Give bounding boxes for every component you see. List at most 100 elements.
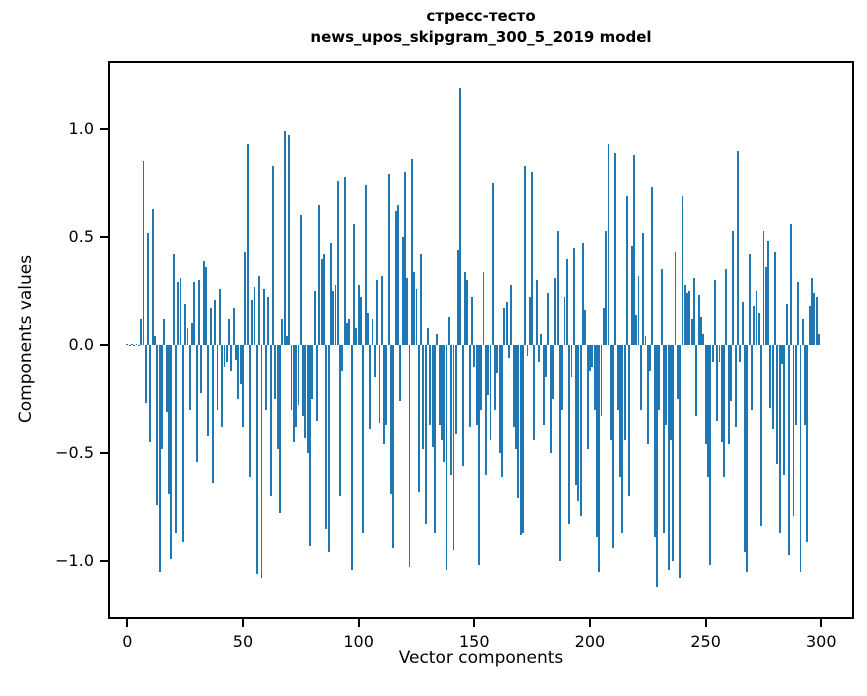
bar <box>799 345 802 572</box>
bar <box>711 345 714 363</box>
bar <box>600 345 603 417</box>
bar <box>207 345 210 436</box>
x-tick-label: 200 <box>574 632 606 651</box>
bar <box>700 316 702 345</box>
bar <box>295 345 298 428</box>
bar <box>706 345 709 477</box>
bar <box>235 345 237 361</box>
bar <box>642 232 645 345</box>
bar <box>609 345 612 441</box>
bar <box>290 345 293 410</box>
bar <box>510 284 513 345</box>
bar <box>547 293 550 345</box>
bar <box>466 280 469 345</box>
bar <box>140 319 143 345</box>
bar <box>427 327 429 345</box>
bar <box>637 275 640 345</box>
bar <box>498 345 501 453</box>
bar <box>387 174 390 345</box>
bar <box>454 345 457 434</box>
bar <box>626 195 628 345</box>
bar <box>774 252 776 345</box>
bar <box>390 345 392 495</box>
x-tick-mark <box>241 619 244 627</box>
bar <box>540 334 543 345</box>
bar <box>380 275 383 345</box>
bar <box>230 345 233 371</box>
bar <box>216 345 219 410</box>
bar <box>669 345 672 441</box>
bar <box>725 269 728 345</box>
bar <box>413 271 416 345</box>
x-axis-label: Vector components <box>398 648 564 668</box>
bar <box>181 345 184 542</box>
bar <box>244 252 247 345</box>
bar <box>614 152 617 345</box>
bar <box>438 345 441 425</box>
bar <box>612 345 615 549</box>
bar <box>253 286 256 345</box>
bar <box>443 345 446 462</box>
y-tick-label: −0.5 <box>55 443 94 462</box>
bar <box>672 345 675 561</box>
bar <box>496 345 499 374</box>
bar <box>579 345 582 516</box>
bar <box>538 345 540 363</box>
bar <box>341 345 344 371</box>
bar <box>376 280 379 345</box>
bar <box>811 278 813 345</box>
bar <box>440 345 443 441</box>
bar <box>656 345 658 587</box>
x-tick-label: 300 <box>806 632 837 651</box>
bar <box>385 345 388 425</box>
bar <box>269 345 272 497</box>
bar <box>727 345 730 445</box>
bar <box>769 345 772 408</box>
bar <box>353 224 355 345</box>
bar <box>258 275 261 345</box>
bar <box>790 224 793 345</box>
bar <box>357 284 360 345</box>
bar <box>195 345 198 462</box>
bar <box>586 345 589 449</box>
bar <box>598 345 601 572</box>
bar <box>464 271 466 345</box>
bar <box>602 308 605 345</box>
bar <box>239 345 242 384</box>
bar <box>716 345 719 421</box>
bar <box>487 345 490 395</box>
bar <box>272 165 274 345</box>
bar <box>179 278 182 345</box>
bar <box>741 301 744 345</box>
bar <box>542 345 545 425</box>
plot-area: 1.0 0.5 0.0 −0.5 −1.0 0 50 100 150 200 250 300 <box>55 61 854 651</box>
y-tick-label: −1.0 <box>55 551 94 570</box>
bar <box>313 291 316 345</box>
bar <box>329 243 332 345</box>
bar <box>762 230 765 345</box>
bar <box>251 299 254 345</box>
bar <box>262 288 265 345</box>
bar <box>526 345 529 356</box>
bar <box>191 323 193 345</box>
bar <box>445 345 448 570</box>
bar <box>144 345 147 404</box>
bar <box>558 345 561 561</box>
bar <box>431 345 434 447</box>
bar <box>151 208 154 345</box>
x-tick-label: 150 <box>459 632 490 651</box>
bar <box>723 345 726 477</box>
bar <box>593 345 596 410</box>
bar <box>750 345 753 410</box>
bar <box>570 345 573 378</box>
bar <box>764 267 767 345</box>
bar <box>188 345 191 410</box>
bar <box>156 345 159 505</box>
bar <box>744 345 746 553</box>
bar <box>524 165 527 345</box>
bar <box>582 243 584 345</box>
bar <box>429 345 432 425</box>
bar <box>667 345 670 570</box>
bar <box>318 204 321 345</box>
